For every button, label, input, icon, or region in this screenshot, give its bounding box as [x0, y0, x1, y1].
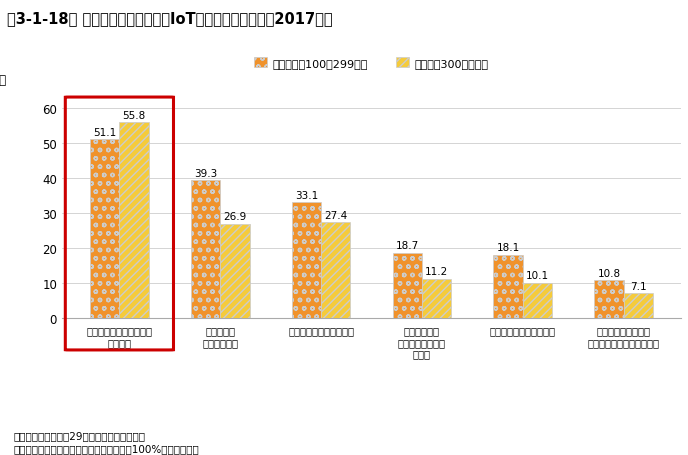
Bar: [321, 222, 350, 318]
Text: 7.1: 7.1: [630, 281, 647, 291]
Text: 26.9: 26.9: [224, 212, 246, 222]
Text: 11.2: 11.2: [425, 267, 449, 277]
Text: 資料：総務省「平成29年通信利用動向調査」: 資料：総務省「平成29年通信利用動向調査」: [14, 430, 146, 440]
Bar: [120, 123, 149, 318]
Text: 39.3: 39.3: [194, 168, 217, 178]
Legend: 中小企業（100～299人）, 大企業（300人以上）: 中小企業（100～299人）, 大企業（300人以上）: [250, 53, 493, 73]
Text: 27.4: 27.4: [324, 210, 347, 220]
Text: 18.1: 18.1: [497, 243, 519, 253]
Text: 51.1: 51.1: [93, 127, 116, 137]
Bar: [90, 140, 120, 318]
Bar: [292, 202, 321, 318]
Text: 33.1: 33.1: [294, 190, 318, 200]
Bar: [493, 255, 523, 318]
Text: 10.1: 10.1: [526, 271, 549, 281]
Bar: [393, 253, 422, 318]
Bar: [623, 293, 653, 318]
Text: （注）複数回答のため、合計値は必ずしも100%とならない。: （注）複数回答のため、合計値は必ずしも100%とならない。: [14, 444, 200, 454]
Text: 10.8: 10.8: [597, 268, 621, 278]
Bar: [594, 281, 623, 318]
Text: 18.7: 18.7: [396, 241, 419, 251]
Bar: [523, 283, 552, 318]
Bar: [220, 224, 250, 318]
Text: 第3-1-18図 従業員規模別に見た、IoTを導入しない理由（2017年）: 第3-1-18図 従業員規模別に見た、IoTを導入しない理由（2017年）: [7, 11, 332, 26]
Bar: [422, 279, 451, 318]
Bar: [191, 181, 220, 318]
Text: 55.8: 55.8: [122, 111, 146, 121]
Text: （%）: （%）: [0, 73, 7, 86]
